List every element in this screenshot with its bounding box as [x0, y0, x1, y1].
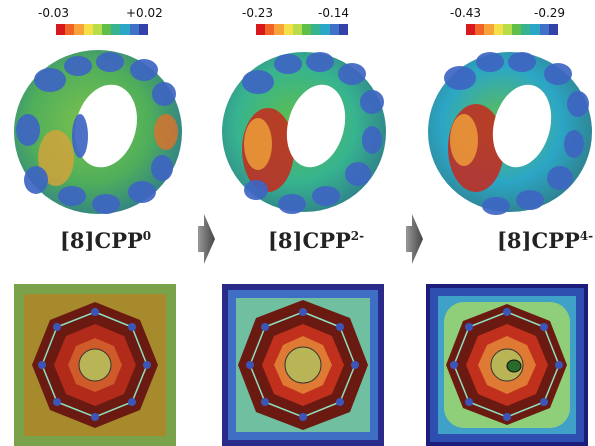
colorbar-min-label-1: -0.03: [38, 6, 70, 20]
colorbar-max-label-2: -0.14: [318, 6, 350, 20]
molecule-name-3: [8]CPP: [497, 228, 580, 253]
arrow-right-icon: [406, 214, 423, 264]
colorbar-segment: [311, 24, 321, 35]
charge-superscript-1: 0: [142, 229, 152, 243]
colorbar-segment: [521, 24, 531, 35]
colorbar-segment: [138, 24, 149, 35]
esp-surface-tetraanion: [428, 52, 592, 215]
esp-surface-neutral: [14, 50, 182, 214]
colorbar-segment: [92, 24, 103, 35]
colorbar-segment: [502, 24, 513, 35]
colorbar-max-label-1: +0.02: [126, 6, 163, 20]
colorbar-segment: [265, 24, 275, 35]
colorbar-segment: [129, 24, 139, 35]
colorbar-segment: [111, 24, 121, 35]
colorbar-segment: [65, 24, 75, 35]
colorbar-segment: [329, 24, 339, 35]
colorbar-1: [56, 24, 149, 35]
colorbar-segment: [539, 24, 549, 35]
contour-map-tetraanion: [426, 284, 588, 446]
colorbar-2: [256, 24, 349, 35]
colorbar-max-label-3: -0.29: [534, 6, 566, 20]
contour-map-dianion: [222, 284, 384, 446]
colorbar-segment: [530, 24, 540, 35]
molecule-title-2: [8]CPP2-: [268, 229, 364, 253]
esp-surface-dianion: [222, 52, 386, 214]
colorbar-3: [466, 24, 559, 35]
colorbar-segment: [475, 24, 485, 35]
arrow-right-icon: [198, 214, 215, 264]
colorbar-segment: [302, 24, 312, 35]
colorbar-min-label-2: -0.23: [242, 6, 274, 20]
colorbar-segment: [484, 24, 494, 35]
colorbar-segment: [283, 24, 293, 35]
colorbar-segment: [256, 24, 266, 35]
charge-superscript-3: 4-: [579, 229, 594, 243]
charge-superscript-2: 2-: [350, 229, 365, 243]
colorbar-segment: [493, 24, 503, 35]
molecule-name-2: [8]CPP: [268, 228, 351, 253]
colorbar-min-label-3: -0.43: [450, 6, 482, 20]
colorbar-segment: [548, 24, 559, 35]
colorbar-segment: [102, 24, 112, 35]
colorbar-segment: [274, 24, 284, 35]
colorbar-segment: [466, 24, 476, 35]
colorbar-segment: [338, 24, 349, 35]
molecule-title-1: [8]CPP0: [60, 229, 151, 253]
colorbar-segment: [83, 24, 93, 35]
molecule-name-1: [8]CPP: [60, 228, 143, 253]
colorbar-segment: [74, 24, 84, 35]
contour-map-neutral: [14, 284, 176, 446]
molecule-title-3: [8]CPP4-: [497, 229, 593, 253]
colorbar-segment: [120, 24, 130, 35]
colorbar-segment: [512, 24, 522, 35]
colorbar-segment: [56, 24, 66, 35]
colorbar-segment: [292, 24, 303, 35]
colorbar-segment: [320, 24, 330, 35]
